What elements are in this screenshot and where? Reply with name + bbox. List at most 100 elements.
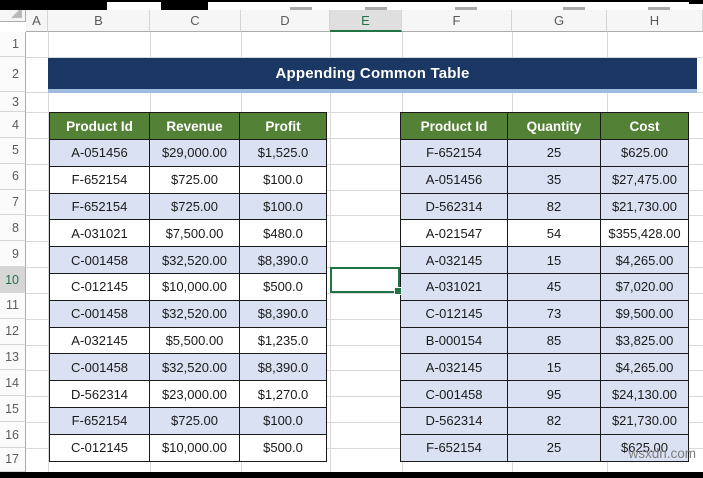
row-header-7[interactable]: 7 bbox=[0, 189, 26, 216]
table-cell[interactable]: $32,520.00 bbox=[150, 300, 240, 327]
table-cell[interactable]: $10,000.00 bbox=[150, 273, 240, 300]
table-cell[interactable]: C-001458 bbox=[50, 247, 150, 273]
table-cell[interactable]: A-051456 bbox=[50, 140, 150, 166]
table-cell[interactable]: 54 bbox=[508, 220, 601, 247]
row-header-16[interactable]: 16 bbox=[0, 422, 26, 448]
table-cell[interactable]: 15 bbox=[508, 354, 601, 381]
table-cell[interactable]: C-012145 bbox=[401, 300, 508, 327]
table-cell[interactable]: 35 bbox=[508, 166, 601, 193]
table-header-cell[interactable]: Cost bbox=[601, 113, 688, 139]
table-cell[interactable]: D-562314 bbox=[401, 407, 508, 434]
table-cell[interactable]: F-652154 bbox=[50, 193, 150, 220]
column-header-H[interactable]: H bbox=[607, 10, 703, 32]
row-header-8[interactable]: 8 bbox=[0, 215, 26, 242]
table-cell[interactable]: $100.0 bbox=[240, 193, 326, 220]
table-cell[interactable]: A-031021 bbox=[50, 220, 150, 247]
table-cell[interactable]: 45 bbox=[508, 273, 601, 300]
row-header-13[interactable]: 13 bbox=[0, 344, 26, 371]
table-cell[interactable]: $500.0 bbox=[263, 279, 303, 295]
row-header-2[interactable]: 2 bbox=[0, 57, 26, 92]
table-cell[interactable]: $1,270.0 bbox=[257, 386, 309, 402]
table-cell[interactable]: A-032145 bbox=[401, 247, 508, 273]
table-cell[interactable]: $29,000.00 bbox=[150, 140, 240, 166]
sheet-title-cell[interactable]: Appending Common Table bbox=[48, 58, 697, 89]
table-cell[interactable]: B-000154 bbox=[401, 327, 508, 354]
table-cell[interactable]: D-562314 bbox=[50, 381, 150, 407]
table-header-cell[interactable]: Profit bbox=[240, 113, 326, 139]
table-header-cell[interactable]: Product Id bbox=[401, 113, 508, 139]
table-cell[interactable]: 73 bbox=[508, 300, 601, 327]
row-header-3[interactable]: 3 bbox=[0, 92, 26, 112]
column-header-D[interactable]: D bbox=[241, 10, 330, 32]
table-cell[interactable]: A-031021 bbox=[401, 273, 508, 300]
table-cell[interactable]: C-001458 bbox=[50, 354, 150, 381]
table-cell[interactable]: $4,265.00 bbox=[601, 247, 688, 273]
table-cell[interactable]: 25 bbox=[508, 434, 601, 461]
table-cell[interactable]: 85 bbox=[508, 327, 601, 354]
table-header-cell[interactable]: Revenue bbox=[150, 113, 240, 139]
table-cell[interactable]: A-032145 bbox=[401, 354, 508, 381]
row-header-1[interactable]: 1 bbox=[0, 32, 26, 57]
table-cell[interactable]: $3,825.00 bbox=[601, 327, 688, 354]
column-header-C[interactable]: C bbox=[150, 10, 241, 32]
table-cell[interactable]: $725.00 bbox=[150, 193, 240, 220]
table-cell[interactable]: 15 bbox=[508, 247, 601, 273]
table-cell[interactable]: $21,730.00 bbox=[601, 407, 688, 434]
table-cell[interactable]: $8,390.0 bbox=[240, 354, 326, 381]
table-cell[interactable]: A-032145 bbox=[50, 327, 150, 354]
table-cell[interactable]: D-562314 bbox=[401, 193, 508, 220]
table-cell[interactable]: A-051456 bbox=[401, 166, 508, 193]
table-cell[interactable]: $24,130.00 bbox=[601, 381, 688, 407]
column-header-G[interactable]: G bbox=[512, 10, 607, 32]
row-header-15[interactable]: 15 bbox=[0, 396, 26, 423]
table-cell[interactable]: F-652154 bbox=[401, 434, 508, 461]
table-cell[interactable]: $725.00 bbox=[150, 166, 240, 193]
row-header-5[interactable]: 5 bbox=[0, 138, 26, 164]
row-header-11[interactable]: 11 bbox=[0, 292, 26, 319]
row-header-12[interactable]: 12 bbox=[0, 318, 26, 345]
table-cell[interactable]: $355,428.00 bbox=[608, 225, 681, 241]
table-cell[interactable]: $10,000.00 bbox=[150, 434, 240, 461]
table-header-cell[interactable]: Quantity bbox=[508, 113, 601, 139]
table-cell[interactable]: $1,525.0 bbox=[240, 140, 326, 166]
column-header-B[interactable]: B bbox=[48, 10, 150, 32]
table-cell[interactable]: $5,500.00 bbox=[150, 327, 240, 354]
table-cell[interactable]: C-001458 bbox=[50, 300, 150, 327]
row-header-6[interactable]: 6 bbox=[0, 163, 26, 190]
table-cell[interactable]: $500.0 bbox=[263, 440, 303, 456]
table-cell[interactable]: $8,390.0 bbox=[240, 300, 326, 327]
table-cell[interactable]: $100.0 bbox=[263, 172, 303, 188]
table-cell[interactable]: $32,520.00 bbox=[150, 247, 240, 273]
table-cell[interactable]: $625.00 bbox=[601, 140, 688, 166]
table-cell[interactable]: A-021547 bbox=[401, 220, 508, 247]
table-cell[interactable]: $625.00 bbox=[601, 434, 688, 461]
table-header-cell[interactable]: Product Id bbox=[50, 113, 150, 139]
table-cell[interactable]: 82 bbox=[508, 407, 601, 434]
column-header-F[interactable]: F bbox=[402, 10, 512, 32]
table-cell[interactable]: $32,520.00 bbox=[150, 354, 240, 381]
fill-handle[interactable] bbox=[394, 287, 402, 295]
column-header-A[interactable]: A bbox=[26, 10, 48, 32]
table-cell[interactable]: $480.0 bbox=[263, 225, 303, 241]
row-header-14[interactable]: 14 bbox=[0, 370, 26, 397]
table-cell[interactable]: $100.0 bbox=[240, 407, 326, 434]
table-cell[interactable]: C-001458 bbox=[401, 381, 508, 407]
table-cell[interactable]: $725.00 bbox=[150, 407, 240, 434]
row-header-4[interactable]: 4 bbox=[0, 112, 26, 138]
table-cell[interactable]: C-012145 bbox=[50, 434, 150, 461]
table-cell[interactable]: 25 bbox=[508, 140, 601, 166]
table-cell[interactable]: F-652154 bbox=[401, 140, 508, 166]
row-header-10[interactable]: 10 bbox=[0, 267, 26, 293]
table-cell[interactable]: 95 bbox=[508, 381, 601, 407]
table-cell[interactable]: $4,265.00 bbox=[601, 354, 688, 381]
table-cell[interactable]: $23,000.00 bbox=[150, 381, 240, 407]
row-header-9[interactable]: 9 bbox=[0, 241, 26, 268]
table-cell[interactable]: F-652154 bbox=[50, 407, 150, 434]
table-cell[interactable]: $27,475.00 bbox=[601, 166, 688, 193]
table-cell[interactable]: $7,500.00 bbox=[150, 220, 240, 247]
table-cell[interactable]: F-652154 bbox=[50, 166, 150, 193]
table-cell[interactable]: 82 bbox=[508, 193, 601, 220]
table-cell[interactable]: $8,390.0 bbox=[240, 247, 326, 273]
row-header-17[interactable]: 17 bbox=[0, 447, 26, 472]
table-cell[interactable]: C-012145 bbox=[50, 273, 150, 300]
